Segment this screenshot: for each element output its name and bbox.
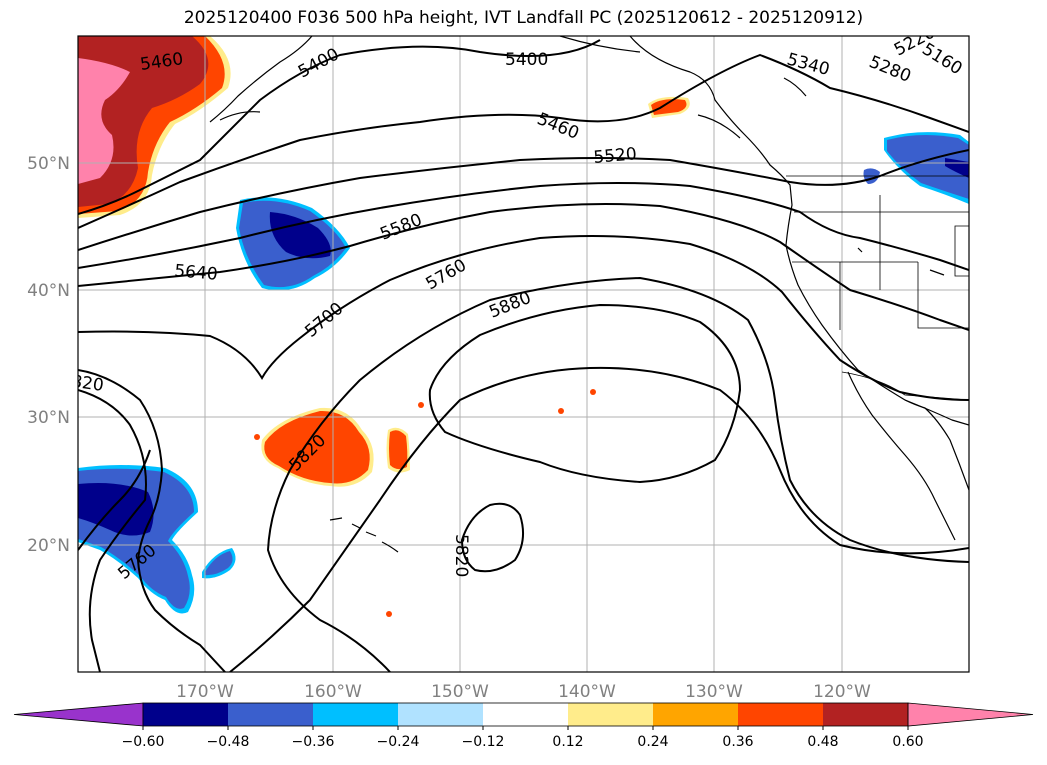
lat-label: 20°N <box>27 536 70 556</box>
lon-label: 150°W <box>431 682 489 702</box>
lat-label: 30°N <box>27 408 70 428</box>
colorbar-tick-label: −0.12 <box>462 734 505 750</box>
colorbar-tick-label: 0.36 <box>722 734 753 750</box>
ivt-positive-nw <box>78 36 231 218</box>
lat-label: 50°N <box>27 154 70 174</box>
colorbar-segment <box>738 703 823 726</box>
colorbar-segment <box>313 703 398 726</box>
lon-label: 120°W <box>813 682 871 702</box>
colorbar-segment <box>143 703 228 726</box>
map-title: 2025120400 F036 500 hPa height, IVT Land… <box>183 8 864 28</box>
lon-label: 140°W <box>558 682 616 702</box>
lat-label: 40°N <box>27 281 70 301</box>
height-contours <box>78 39 969 672</box>
colorbar-tick-label: −0.36 <box>292 734 335 750</box>
colorbar-tick-label: −0.60 <box>122 734 165 750</box>
ivt-positive-subtropical <box>254 389 596 617</box>
colorbar-outline <box>142 702 909 727</box>
colorbar-tick-label: 0.24 <box>637 734 668 750</box>
contour-label: 5400 <box>505 50 548 70</box>
colorbar-segment <box>483 703 568 726</box>
colorbar-tick-label: 0.12 <box>552 734 583 750</box>
lon-label: 170°W <box>176 682 234 702</box>
colorbar-segment <box>398 703 483 726</box>
latitude-labels: 50°N 40°N 30°N 20°N <box>27 154 70 556</box>
graticule <box>78 36 969 672</box>
ivt-negative-north-pacific <box>236 197 350 291</box>
colorbar: −0.60 −0.48 −0.36 −0.24 −0.12 0.12 0.24 0.36 0.4… <box>13 702 1034 750</box>
colorbar-tick-label: −0.24 <box>377 734 420 750</box>
ivt-negative-tropical-west <box>78 465 236 614</box>
colorbar-tick-label: 0.48 <box>807 734 838 750</box>
colorbar-segment <box>568 703 653 726</box>
colorbar-tick-label: −0.48 <box>207 734 250 750</box>
map-frame <box>77 35 970 673</box>
contour-label: 5820 <box>451 534 471 577</box>
colorbar-segment <box>823 703 908 726</box>
contour-label: 5640 <box>174 261 219 285</box>
colorbar-segment <box>653 703 738 726</box>
colorbar-segment <box>228 703 313 726</box>
colorbar-extend-low <box>13 702 144 727</box>
lon-label: 130°W <box>685 682 743 702</box>
colorbar-extend-high <box>907 702 1034 727</box>
lon-label: 160°W <box>304 682 362 702</box>
ivt-positive-alaska <box>648 96 690 118</box>
contour-label: 5520 <box>593 144 638 168</box>
colorbar-tick-label: 0.60 <box>892 734 923 750</box>
longitude-labels: 170°W 160°W 150°W 140°W 130°W 120°W <box>176 682 871 702</box>
